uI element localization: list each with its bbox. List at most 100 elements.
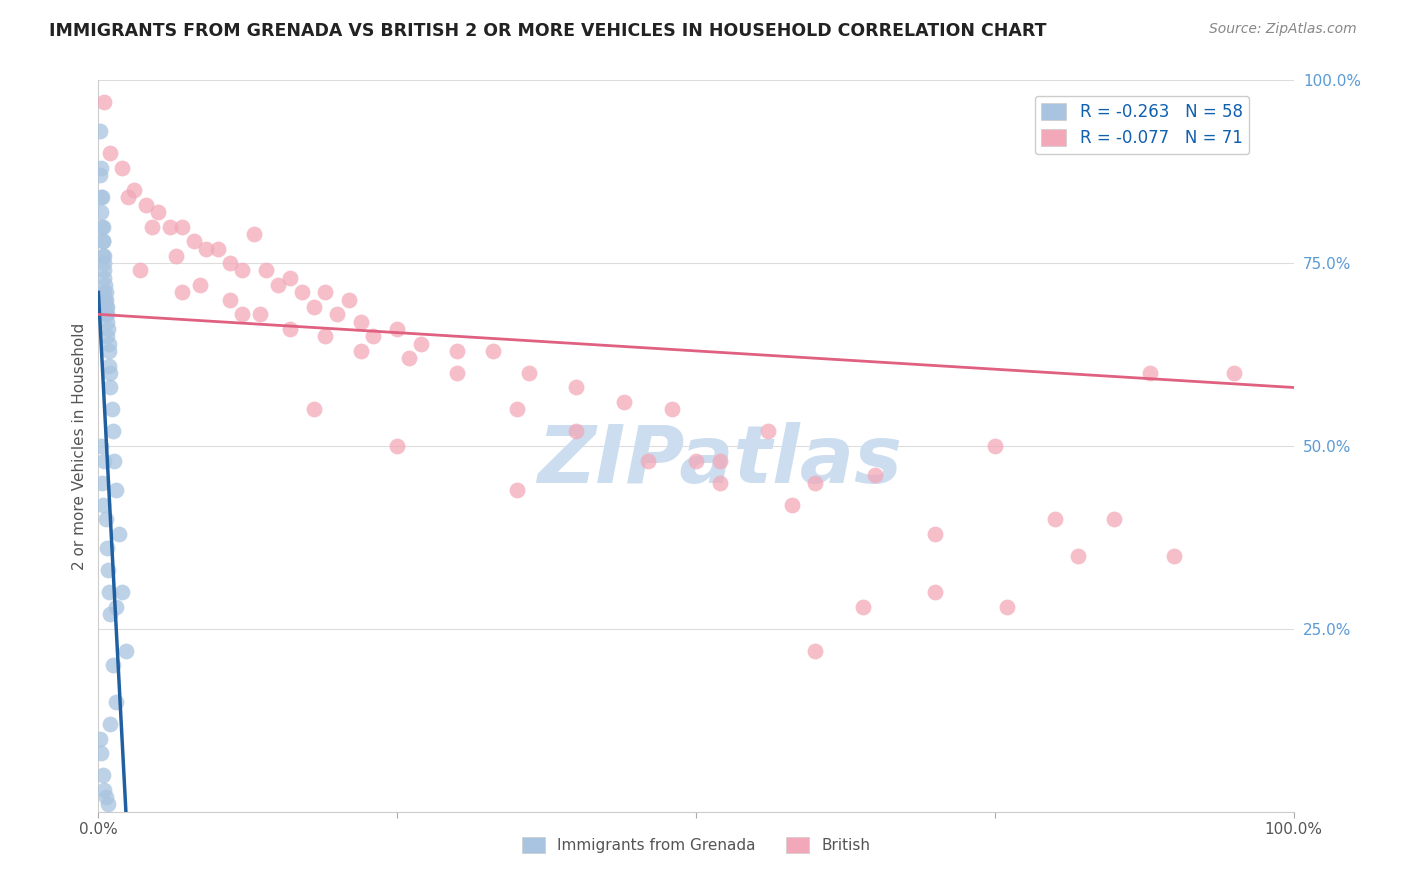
- Point: [94, 512, 117, 526]
- Point: [924, 526, 946, 541]
- Point: [219, 256, 242, 270]
- Point: [96, 293, 118, 307]
- Point: [231, 307, 253, 321]
- Point: [90, 161, 112, 175]
- Point: [129, 263, 152, 277]
- Legend: Immigrants from Grenada, British: Immigrants from Grenada, British: [516, 830, 876, 859]
- Point: [506, 483, 529, 497]
- Point: [1223, 366, 1246, 380]
- Point: [1104, 512, 1126, 526]
- Point: [326, 307, 349, 321]
- Point: [94, 293, 117, 307]
- Text: Source: ZipAtlas.com: Source: ZipAtlas.com: [1209, 22, 1357, 37]
- Point: [91, 234, 114, 248]
- Point: [91, 498, 114, 512]
- Point: [98, 146, 122, 161]
- Point: [613, 395, 636, 409]
- Point: [148, 205, 170, 219]
- Point: [91, 249, 114, 263]
- Point: [482, 343, 505, 358]
- Point: [291, 285, 314, 300]
- Point: [195, 242, 218, 256]
- Point: [98, 366, 122, 380]
- Point: [852, 599, 875, 614]
- Point: [124, 183, 146, 197]
- Point: [93, 95, 115, 110]
- Y-axis label: 2 or more Vehicles in Household: 2 or more Vehicles in Household: [72, 322, 87, 570]
- Point: [517, 366, 540, 380]
- Point: [207, 242, 229, 256]
- Point: [96, 315, 118, 329]
- Text: ZIPatlas: ZIPatlas: [537, 422, 903, 500]
- Point: [385, 439, 409, 453]
- Point: [685, 453, 707, 467]
- Point: [756, 425, 779, 439]
- Point: [411, 336, 433, 351]
- Point: [96, 541, 118, 556]
- Point: [91, 219, 114, 234]
- Point: [141, 219, 163, 234]
- Point: [100, 402, 122, 417]
- Point: [984, 439, 1007, 453]
- Point: [254, 263, 277, 277]
- Point: [98, 717, 122, 731]
- Point: [105, 483, 128, 497]
- Point: [101, 425, 124, 439]
- Point: [93, 256, 115, 270]
- Point: [1139, 366, 1161, 380]
- Point: [709, 475, 731, 490]
- Point: [89, 124, 111, 138]
- Point: [565, 380, 588, 394]
- Point: [91, 768, 114, 782]
- Point: [97, 322, 120, 336]
- Point: [637, 453, 659, 467]
- Point: [93, 249, 115, 263]
- Point: [446, 343, 468, 358]
- Point: [98, 359, 121, 373]
- Point: [98, 585, 121, 599]
- Point: [111, 585, 134, 599]
- Point: [1043, 512, 1066, 526]
- Point: [315, 285, 337, 300]
- Point: [302, 300, 325, 314]
- Point: [995, 599, 1018, 614]
- Point: [93, 263, 115, 277]
- Point: [97, 563, 120, 577]
- Point: [446, 366, 468, 380]
- Point: [302, 402, 325, 417]
- Point: [90, 439, 112, 453]
- Point: [93, 453, 115, 467]
- Point: [135, 197, 157, 211]
- Point: [98, 343, 121, 358]
- Point: [159, 219, 181, 234]
- Point: [231, 263, 253, 277]
- Point: [96, 307, 118, 321]
- Point: [165, 249, 187, 263]
- Point: [117, 190, 139, 204]
- Point: [96, 300, 118, 314]
- Point: [278, 322, 301, 336]
- Point: [98, 607, 122, 622]
- Point: [339, 293, 361, 307]
- Point: [661, 402, 683, 417]
- Point: [90, 746, 112, 760]
- Point: [350, 315, 373, 329]
- Point: [363, 329, 385, 343]
- Point: [267, 278, 290, 293]
- Point: [93, 270, 115, 285]
- Point: [91, 190, 114, 204]
- Point: [111, 161, 134, 175]
- Point: [96, 329, 118, 343]
- Point: [101, 658, 124, 673]
- Point: [398, 351, 420, 366]
- Point: [172, 219, 194, 234]
- Point: [243, 227, 266, 241]
- Point: [385, 322, 409, 336]
- Point: [804, 475, 827, 490]
- Point: [97, 336, 120, 351]
- Point: [115, 644, 138, 658]
- Point: [91, 234, 114, 248]
- Point: [89, 731, 111, 746]
- Point: [1163, 549, 1185, 563]
- Point: [350, 343, 373, 358]
